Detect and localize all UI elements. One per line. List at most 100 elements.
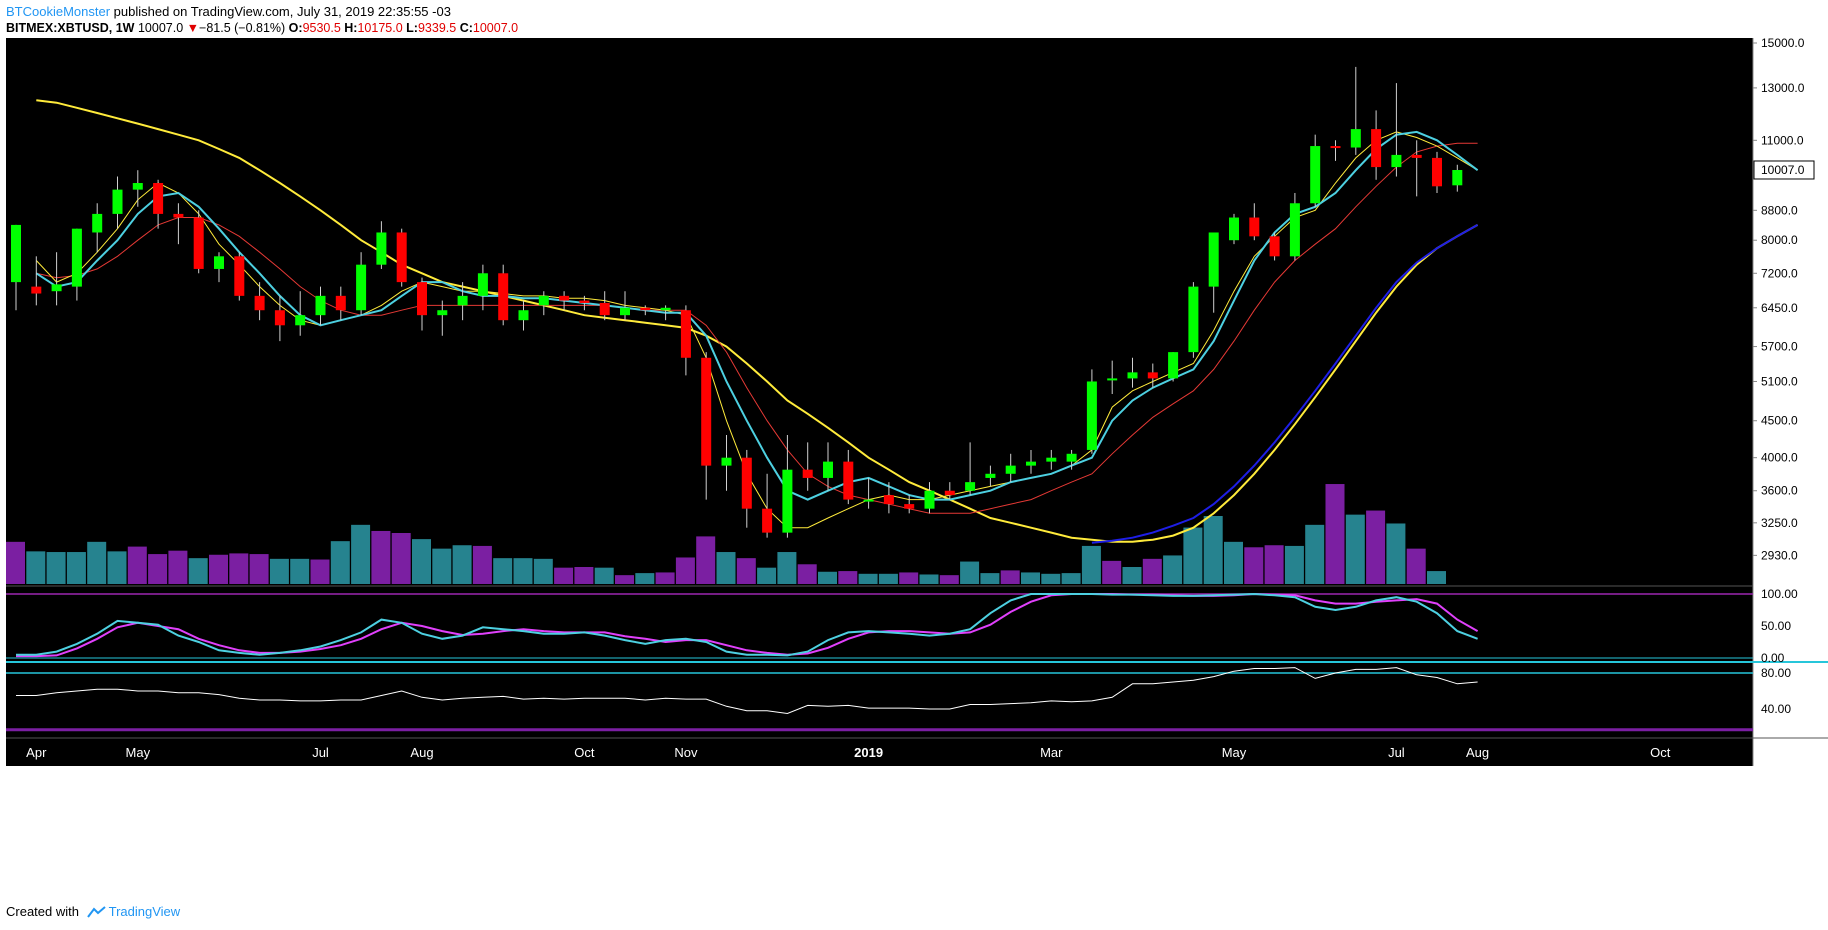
rsi-tick-label: 80.00 [1761, 666, 1791, 680]
volume-bar [1386, 523, 1406, 584]
volume-bar [635, 573, 655, 584]
publish-line: BTCookieMonster published on TradingView… [6, 4, 451, 19]
time-axis-label: Jul [1388, 745, 1405, 760]
volume-bar [554, 567, 574, 584]
volume-bar [310, 559, 330, 584]
volume-bar [1142, 558, 1162, 584]
symbol-label: BITMEX:XBTUSD, 1W [6, 21, 135, 35]
volume-bar [371, 530, 391, 584]
candle-body [1229, 217, 1239, 241]
price-change: −81.5 (−0.81%) [199, 21, 286, 35]
candle-body [741, 457, 752, 509]
footer: Created with TradingView [6, 904, 180, 919]
price-tick-label: 5100.0 [1761, 374, 1798, 388]
candle-body [457, 295, 468, 306]
volume-bar [574, 567, 594, 584]
volume-bar [209, 554, 228, 584]
volume-bar [878, 573, 898, 584]
candle-body [1147, 372, 1158, 379]
candle-body [823, 461, 833, 478]
volume-bar [249, 554, 269, 584]
volume-bar [1021, 572, 1040, 584]
price-tick-label: 8000.0 [1761, 233, 1798, 247]
tradingview-logo-icon [86, 906, 106, 918]
candle-body [1391, 154, 1402, 168]
volume-bar [127, 546, 147, 584]
candle-body [295, 315, 306, 326]
price-tick-label: 3250.0 [1761, 516, 1798, 530]
publish-info: published on TradingView.com, July 31, 2… [110, 4, 451, 19]
volume-bar [1163, 555, 1183, 584]
candle-body [1026, 461, 1036, 466]
candle-body [843, 461, 854, 500]
volume-bar [1061, 573, 1081, 584]
candle-body [234, 256, 245, 296]
candle-body [214, 256, 224, 269]
candle-body [1371, 129, 1382, 168]
candle-body [1168, 352, 1179, 379]
high-label: H: [344, 21, 358, 35]
author-link[interactable]: BTCookieMonster [6, 4, 111, 19]
candle-body [92, 213, 103, 233]
candle-body [254, 295, 265, 311]
last-price: 10007.0 [137, 21, 184, 35]
volume-bar [980, 573, 1000, 584]
chart-header: BTCookieMonster published on TradingView… [6, 2, 1806, 38]
candle-body [1310, 146, 1321, 204]
price-tick-label: 8800.0 [1761, 203, 1798, 217]
time-axis-label: Apr [26, 745, 47, 760]
volume-bar [66, 552, 86, 584]
price-tick-label: 3600.0 [1761, 484, 1798, 498]
volume-bar [533, 558, 553, 584]
volume-bar [168, 550, 188, 584]
candle-body [701, 357, 712, 466]
ma-cyan-line [35, 130, 1479, 501]
volume-bar [1244, 547, 1264, 584]
candle-body [193, 217, 204, 269]
candle-body [924, 490, 935, 509]
volume-bar [777, 552, 797, 584]
candle-body [1249, 217, 1260, 237]
price-tick-label: 7200.0 [1761, 266, 1798, 280]
volume-bar [412, 539, 431, 584]
ma-blue-line [1091, 224, 1479, 544]
candle-body [1188, 286, 1199, 353]
candle-body [985, 473, 996, 478]
time-axis-label: Aug [1466, 745, 1489, 760]
candle-body [31, 286, 42, 294]
tradingview-brand-link[interactable]: TradingView [108, 904, 181, 919]
time-axis-label: 2019 [854, 745, 883, 760]
candle-body [417, 282, 427, 316]
volume-bar [351, 524, 371, 584]
candle-body [883, 495, 894, 505]
volume-bar [1366, 510, 1386, 584]
candle-body [477, 273, 488, 296]
stoch-tick-label: 100.00 [1761, 587, 1798, 601]
chart-canvas[interactable]: 15000.0 13000.0 11000.0 8800.0 8000.0 7200.0 6… [0, 38, 1828, 898]
low-value: 9339.5 [417, 21, 457, 35]
volume-bar [1041, 573, 1061, 584]
volume-bar [655, 572, 675, 584]
volume-bar [513, 558, 533, 584]
candle-body [11, 224, 21, 283]
volume-bar [899, 572, 919, 584]
volume-bar [472, 545, 492, 584]
high-value: 10175.0 [357, 21, 403, 35]
candle-body [132, 183, 143, 190]
candle-body [1046, 457, 1057, 462]
volume-bar [1325, 484, 1345, 584]
volume-bar [1102, 560, 1122, 584]
candle-body [660, 307, 671, 311]
candle-body [112, 189, 123, 214]
candle-body [863, 499, 874, 502]
candle-body [802, 469, 813, 478]
volume-bar [675, 557, 695, 584]
volume-bar [269, 558, 289, 584]
candle-body [965, 482, 976, 491]
ohlc-line: BITMEX:XBTUSD, 1W 10007.0 ▼−81.5 (−0.81%… [6, 21, 518, 35]
volume-bar [107, 551, 127, 584]
candle-body [396, 232, 407, 283]
volume-bar [838, 571, 858, 584]
chart-background [6, 38, 1753, 766]
candle-body [1432, 157, 1442, 187]
